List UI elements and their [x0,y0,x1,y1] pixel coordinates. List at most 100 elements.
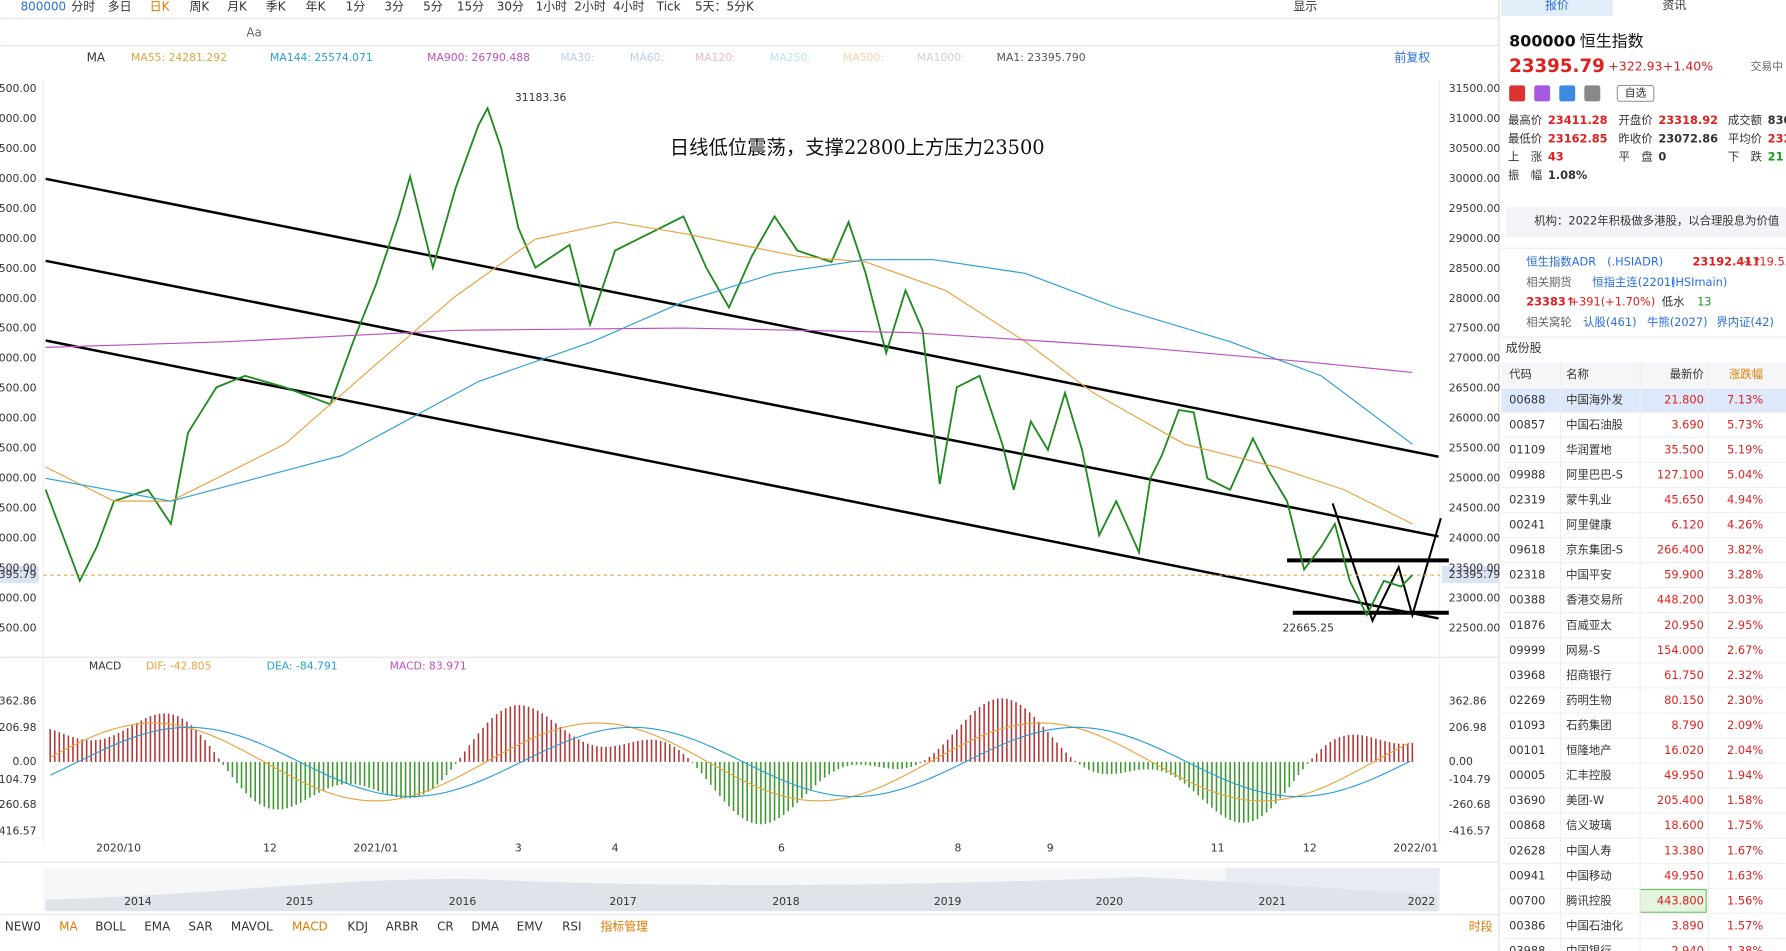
indicator-tab[interactable]: SAR [188,920,212,934]
badge-icon[interactable] [1559,85,1576,102]
indicator-tab[interactable]: ARBR [386,920,419,934]
table-header[interactable]: 名称 [1566,367,1589,381]
price-tick-right: 31500.00 [1449,82,1501,95]
row-highlight[interactable] [1501,388,1786,413]
badge-icon[interactable] [1584,85,1601,102]
panel-tab[interactable]: 报价 [1545,0,1569,12]
price-tick-left: 26500.00 [0,382,37,395]
period-tab[interactable]: 30分 [497,0,524,13]
table-cell[interactable]: 中国银行 [1566,944,1612,951]
period-tab[interactable]: 4小时 [613,0,645,13]
stat-label: 昨收价 [1618,131,1653,145]
indicator-tab[interactable]: EMA [144,920,171,934]
warrant-link[interactable]: 界内证(42) [1716,315,1773,329]
price-tick-right: 27000.00 [1449,352,1501,365]
indicator-tab[interactable]: MAVOL [231,920,273,934]
table-header[interactable]: 最新价 [1670,367,1705,381]
indicator-tab[interactable]: BOLL [95,920,126,934]
table-cell[interactable]: 中国海外发 [1566,392,1623,406]
macd-tick-left: -416.57 [0,824,37,837]
price-tick-right: 25000.00 [1449,472,1501,485]
table-cell[interactable]: 石药集团 [1566,718,1612,732]
period-tab[interactable]: 季K [266,0,287,13]
watch-label[interactable]: 自选 [1625,86,1647,99]
table-cell[interactable]: 中国人寿 [1566,843,1612,857]
session-tab[interactable]: 时段 [1469,919,1493,934]
period-tab[interactable]: 2小时 [574,0,606,13]
adjust-mode[interactable]: 前复权 [1394,50,1430,65]
watch-button[interactable] [1616,84,1655,102]
table-cell[interactable]: 中国石油化 [1566,918,1623,932]
indicator-tab[interactable]: MACD [292,920,328,934]
period-tab[interactable]: Tick [656,0,681,13]
annotation: 日线低位震荡，支撑22800上方压力23500 [670,136,1045,159]
warrant-link[interactable]: 牛熊(2027) [1647,315,1708,329]
macd-tick-left: -260.68 [0,798,37,811]
period-tab[interactable]: 5分 [423,0,443,13]
period-tab[interactable]: 周K [190,0,211,13]
table-cell[interactable]: 京东集团-S [1566,543,1623,557]
table-cell[interactable]: 百威亚太 [1566,618,1612,632]
table-cell[interactable]: 信义玻璃 [1566,818,1612,832]
warrant-link[interactable]: 认股(461) [1583,315,1636,329]
table-cell[interactable]: 香港交易所 [1566,593,1623,607]
adr-name[interactable]: 恒生指数ADR [1526,254,1596,268]
table-cell[interactable]: 阿里健康 [1566,518,1612,532]
period-tab[interactable]: 年K [306,0,327,13]
period-tab[interactable]: 5天：5分K [695,0,755,13]
badge-icon[interactable] [1509,85,1526,102]
period-tab[interactable]: 月K [227,0,248,13]
stat-value: 21 [1768,150,1784,164]
table-cell[interactable]: 阿里巴巴-S [1566,467,1623,481]
indicator-tab[interactable]: DMA [471,920,499,934]
table-cell: 448.200 [1657,593,1704,607]
table-cell[interactable]: 网易-S [1566,643,1600,657]
table-header[interactable]: 涨跌幅 [1729,367,1763,381]
period-tab[interactable]: 多日 [108,0,132,13]
font-tool[interactable]: Aa [246,26,261,40]
notice[interactable]: 机构：2022年积极做多港股，以合理股息为价值 [1534,213,1779,227]
quote-code: 800000 [1509,32,1576,51]
period-tab[interactable]: 1分 [346,0,366,13]
period-tab[interactable]: 1小时 [536,0,568,13]
price-tag-right [1441,566,1499,584]
table-cell[interactable]: 中国石油股 [1566,417,1623,431]
ma-legend: MA900: 26790.488 [427,51,530,64]
table-cell: 49.950 [1664,768,1704,782]
table-cell[interactable]: 中国移动 [1566,868,1612,882]
table-cell: 2.32% [1727,668,1763,682]
tab-active-bg[interactable] [1501,0,1613,16]
table-cell[interactable]: 美团-W [1566,793,1604,807]
table-cell[interactable]: 华润置地 [1566,442,1612,456]
indicator-tab[interactable]: MA [59,920,78,934]
indicator-tab[interactable]: 指标管理 [600,919,648,934]
table-cell[interactable]: 招商银行 [1566,668,1612,682]
indicator-tab[interactable]: NEW0 [5,920,41,934]
table-cell[interactable]: 中国平安 [1566,568,1612,582]
table-cell[interactable]: 恒隆地产 [1566,743,1612,757]
ma-legend: MA1000: [917,51,965,64]
period-tab[interactable]: 3分 [384,0,404,13]
indicator-tab[interactable]: KDJ [347,920,368,934]
table-cell[interactable]: 腾讯控股 [1566,893,1612,907]
notice-box[interactable] [1505,207,1786,237]
table-cell[interactable]: 药明生物 [1566,693,1612,707]
period-tab[interactable]: 15分 [457,0,484,13]
display-menu[interactable]: 显示 [1293,0,1317,13]
table-header[interactable]: 代码 [1509,367,1532,381]
panel-tab[interactable]: 资讯 [1662,0,1686,12]
price-tick-left: 28000.00 [0,292,37,305]
price-line [44,105,1413,618]
price-tick-left: 31000.00 [0,112,37,125]
period-tab[interactable]: 日K [150,0,171,13]
basis-label: 低水 [1662,294,1685,308]
futures-name[interactable]: 恒指主连(2201) [1592,275,1675,289]
table-cell[interactable]: 蒙牛乳业 [1566,492,1612,506]
period-tab[interactable]: 分时 [71,0,95,13]
indicator-tab[interactable]: RSI [562,920,581,934]
table-cell[interactable]: 汇丰控股 [1566,768,1612,782]
indicator-tab[interactable]: EMV [517,920,544,934]
indicator-tab[interactable]: CR [437,920,454,934]
stat-label: 平均价 [1728,131,1763,145]
badge-icon[interactable] [1534,85,1551,102]
